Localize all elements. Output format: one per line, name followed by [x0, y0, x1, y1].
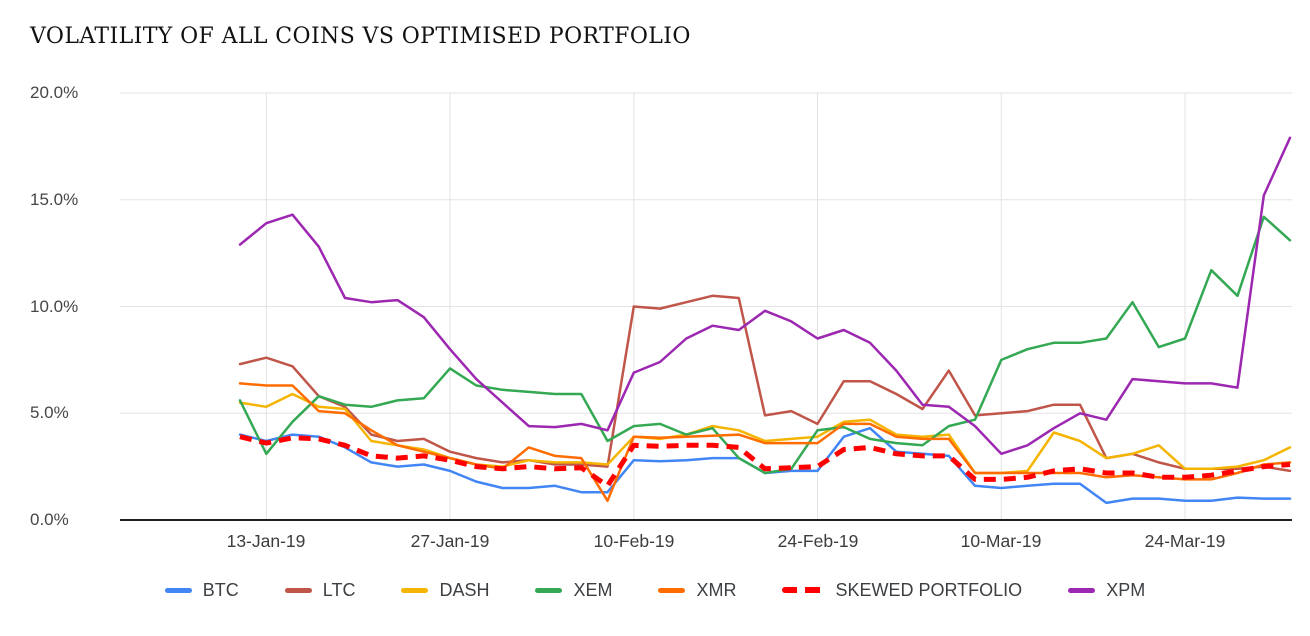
chart-title: VOLATILITY OF ALL COINS VS OPTIMISED POR… — [30, 24, 691, 49]
y-axis-tick-label: 15.0% — [30, 190, 79, 209]
legend-label: XMR — [696, 579, 737, 600]
legend-item-skewed-portfolio: SKEWED PORTFOLIO — [782, 580, 1022, 601]
legend-label: DASH — [439, 579, 490, 600]
x-axis-tick-label: 27-Jan-19 — [410, 531, 490, 551]
legend-label: XEM — [573, 579, 613, 600]
legend-label: SKEWED PORTFOLIO — [835, 579, 1023, 600]
legend-swatch-skewed-portfolio — [782, 587, 825, 593]
series-line-xpm — [238, 136, 1292, 456]
legend-item-xem: XEM — [535, 580, 612, 601]
chart-legend: BTC LTC DASH XEM XMR SKEWED PORTFOLIO XP… — [0, 573, 1310, 607]
x-axis-tick-label: 10-Feb-19 — [593, 531, 675, 551]
series-line-skewed-portfolio — [239, 434, 1291, 489]
legend-item-ltc: LTC — [284, 579, 356, 601]
x-axis-tick-label: 10-Mar-19 — [960, 531, 1042, 551]
x-axis-tick-label: 13-Jan-19 — [226, 531, 306, 551]
series-line-xem — [238, 215, 1292, 475]
series-line-dash — [238, 392, 1292, 475]
x-axis-tick-label: 24-Feb-19 — [777, 531, 859, 551]
legend-label: LTC — [322, 579, 356, 600]
y-axis-tick-label: 20.0% — [30, 83, 79, 102]
series-line-btc — [238, 426, 1292, 505]
legend-swatch-btc — [164, 587, 192, 593]
legend-swatch-xmr — [658, 587, 686, 593]
y-axis-tick-label: 0.0% — [30, 510, 69, 529]
legend-label: BTC — [202, 579, 239, 600]
legend-label: XPM — [1106, 579, 1146, 600]
legend-item-dash: DASH — [401, 580, 489, 601]
legend-swatch-xem — [535, 587, 563, 593]
legend-swatch-dash — [401, 587, 429, 593]
legend-item-btc: BTC — [164, 579, 239, 601]
legend-item-xpm: XPM — [1068, 580, 1145, 601]
x-axis-tick-label: 24-Mar-19 — [1144, 531, 1226, 551]
legend-swatch-xpm — [1068, 587, 1096, 593]
legend-item-xmr: XMR — [658, 580, 736, 601]
legend-swatch-ltc — [284, 587, 312, 593]
y-axis-tick-label: 5.0% — [30, 403, 69, 422]
y-axis-tick-label: 10.0% — [30, 297, 79, 316]
series-line-xmr — [238, 382, 1292, 503]
